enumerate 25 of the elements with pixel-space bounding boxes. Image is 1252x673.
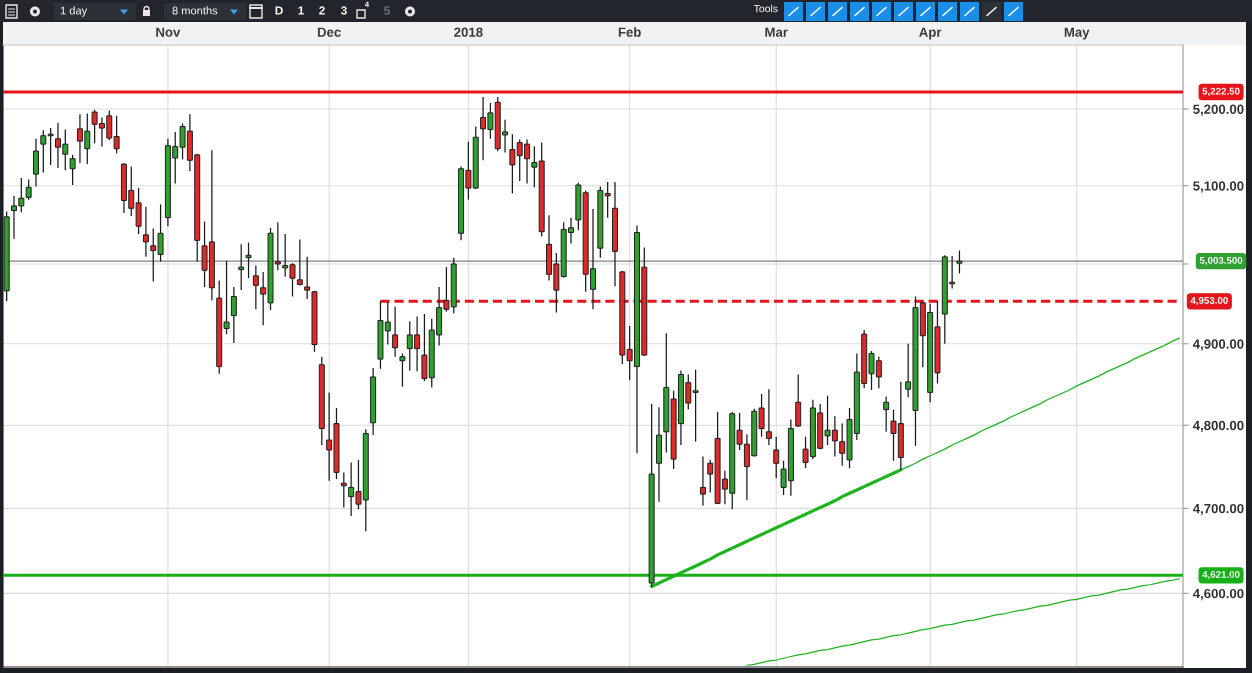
y-tick-label: 4,600.00 (1192, 588, 1244, 601)
text: Tools (753, 4, 778, 13)
ref-line-label: 5,003.500 (1199, 256, 1243, 266)
text: 5 (384, 6, 390, 15)
text: 1 day (60, 6, 88, 17)
x-tick-label: 2018 (454, 27, 483, 37)
text: D (275, 6, 283, 15)
x-tick-label: Dec (317, 27, 341, 37)
y-tick-label: 4,800.00 (1192, 420, 1244, 433)
text: 1 (298, 6, 304, 15)
x-tick-label: Apr (919, 27, 942, 40)
x-tick-label: May (1064, 27, 1090, 40)
data-label: 4,953.00 (1190, 297, 1228, 306)
y-tick-label: 4,900.00 (1192, 339, 1244, 351)
y-tick-label: 5,200.00 (1193, 104, 1244, 116)
y-tick-label: 5,100.00 (1193, 181, 1244, 193)
ref-line-label: 5,222.50 (1202, 87, 1240, 97)
text: 3 (340, 6, 347, 15)
x-tick-label: Nov (156, 27, 181, 37)
text: 2 (319, 6, 325, 15)
text: 8 months (172, 6, 218, 15)
x-tick-label: Mar (765, 27, 788, 37)
x-tick-label: Feb (618, 27, 641, 37)
ref-line-label: 4,621.00 (1202, 571, 1240, 580)
y-tick-label: 4,700.00 (1192, 503, 1244, 516)
